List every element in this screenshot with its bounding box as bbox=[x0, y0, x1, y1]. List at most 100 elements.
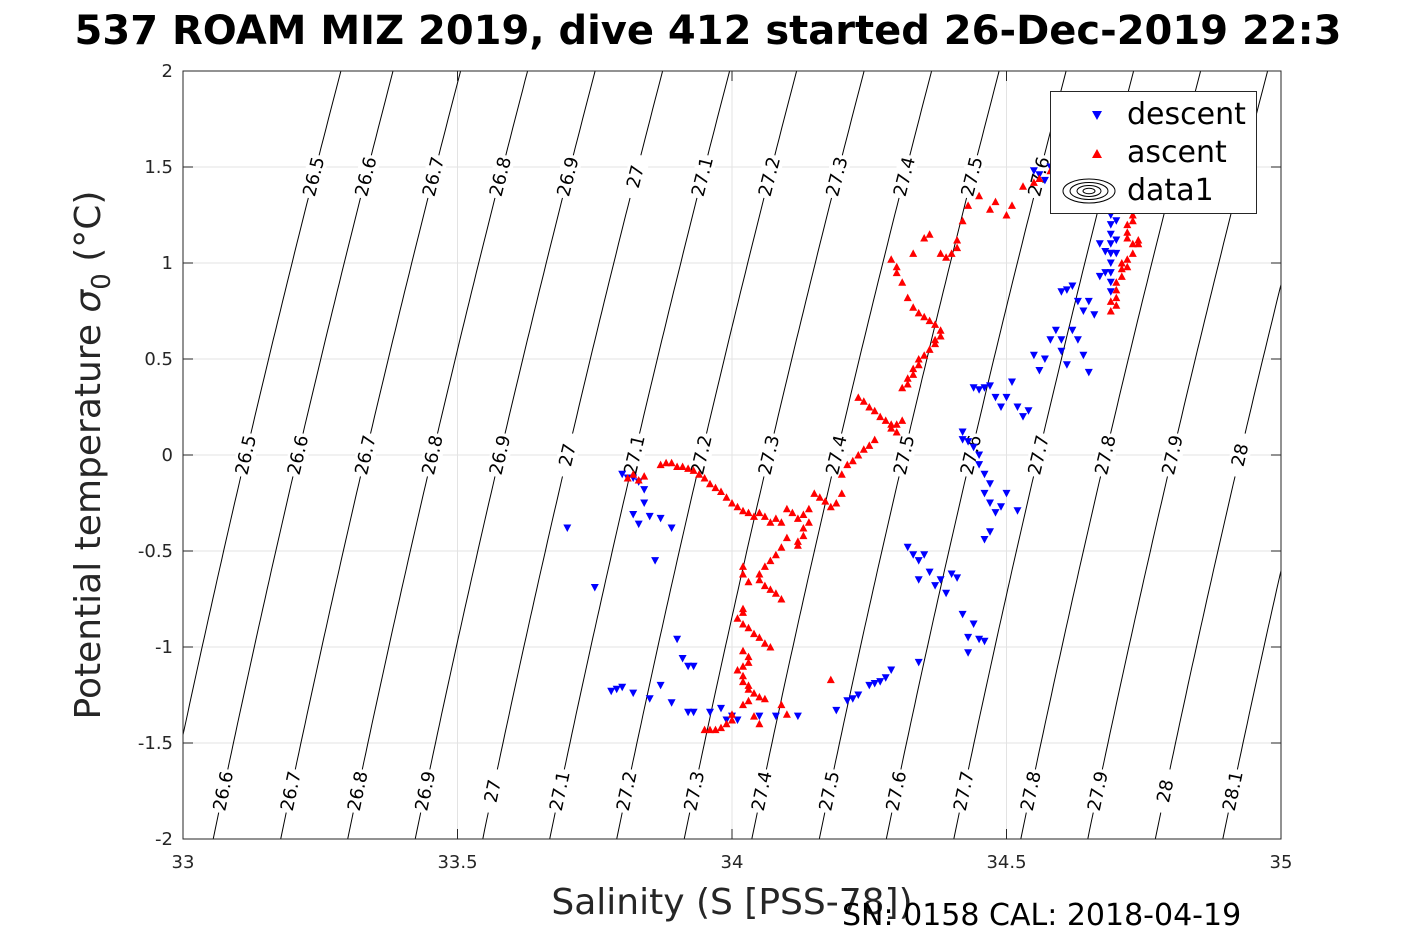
ascent-point bbox=[1112, 278, 1121, 286]
ascent-point bbox=[914, 308, 923, 317]
contour-label: 27.3 bbox=[680, 769, 709, 813]
ascent-point bbox=[1128, 249, 1137, 257]
descent-point bbox=[1112, 236, 1121, 244]
ascent-point bbox=[760, 694, 769, 703]
ascent-point bbox=[711, 725, 720, 734]
ascent-point bbox=[870, 406, 879, 415]
ascent-point bbox=[991, 197, 1000, 206]
contour-label-bg bbox=[485, 431, 515, 479]
contour-label-group: 26.7 bbox=[350, 431, 381, 479]
contour-label: 27.5 bbox=[815, 769, 844, 813]
ascent-point bbox=[1117, 259, 1126, 267]
descent-point bbox=[1057, 336, 1066, 344]
descent-point bbox=[958, 610, 967, 619]
ascent-point bbox=[771, 589, 780, 597]
contour-label: 26.8 bbox=[344, 769, 373, 813]
y-tick-label: 2 bbox=[162, 61, 173, 82]
contour-label: 27.7 bbox=[1024, 433, 1054, 477]
contour-label: 26.9 bbox=[411, 769, 440, 813]
contour-label-group: 27.4 bbox=[889, 152, 920, 201]
contour-label-group: 27.9 bbox=[1083, 767, 1113, 815]
ascent-point bbox=[1128, 211, 1137, 219]
contour-label: 26.6 bbox=[209, 769, 238, 813]
ascent-point bbox=[755, 508, 764, 517]
contour-label: 28 bbox=[1153, 778, 1178, 805]
ascent-point bbox=[909, 370, 918, 378]
y-axis-label-unit: (°C) bbox=[68, 191, 109, 274]
ascent-point bbox=[662, 458, 671, 467]
descent-point bbox=[640, 499, 649, 507]
ascent-point bbox=[760, 639, 769, 647]
descent-point bbox=[645, 695, 654, 703]
contour-label-group: 27.9 bbox=[1157, 431, 1188, 479]
ascent-point bbox=[1134, 236, 1143, 244]
contour-label-bg bbox=[747, 767, 777, 815]
ascent-point bbox=[892, 262, 901, 271]
legend-item-ascent: ascent bbox=[1051, 134, 1256, 172]
descent-point bbox=[1029, 167, 1038, 175]
contour-label-bg bbox=[620, 152, 651, 201]
ascent-point bbox=[793, 537, 802, 545]
ascent-point bbox=[739, 620, 747, 628]
descent-point bbox=[953, 574, 962, 582]
descent-point bbox=[1079, 307, 1088, 315]
contour-icon bbox=[1062, 178, 1116, 204]
ascent-point bbox=[739, 700, 747, 709]
ascent-point bbox=[623, 474, 632, 482]
ascent-point bbox=[914, 355, 923, 363]
descent-point bbox=[1106, 259, 1115, 267]
legend-item-descent: descent bbox=[1051, 96, 1256, 134]
ascent-point bbox=[1117, 264, 1126, 273]
ascent-point bbox=[750, 629, 758, 638]
ascent-point bbox=[706, 725, 714, 734]
descent-point bbox=[832, 706, 841, 715]
contour-label-bg bbox=[418, 152, 449, 201]
ascent-point bbox=[909, 303, 918, 311]
ascent-point bbox=[695, 470, 704, 478]
contour-label: 27.9 bbox=[1158, 433, 1188, 477]
contour-label-group: 27.3 bbox=[821, 152, 852, 201]
descent-point bbox=[1106, 230, 1115, 239]
descent-point bbox=[651, 557, 660, 565]
ascent-point bbox=[986, 205, 994, 213]
x-axis-label: Salinity (S [PSS-78]) bbox=[551, 882, 912, 923]
contour-label: 27.9 bbox=[1084, 769, 1113, 813]
descent-point bbox=[975, 386, 984, 394]
ascent-point bbox=[706, 479, 714, 488]
descent-point bbox=[1040, 355, 1049, 363]
descent-point bbox=[986, 480, 994, 488]
descent-point bbox=[947, 570, 956, 578]
descent-point bbox=[1101, 248, 1110, 256]
descent-point bbox=[980, 536, 989, 544]
descent-point bbox=[793, 712, 802, 721]
descent-point bbox=[678, 655, 687, 663]
contour-label-group: 26.8 bbox=[343, 767, 373, 815]
ascent-point bbox=[760, 512, 769, 520]
ascent-point bbox=[892, 420, 901, 428]
descent-point bbox=[854, 691, 863, 699]
contour-label-bg bbox=[889, 431, 919, 479]
contour-label: 27.7 bbox=[950, 769, 979, 813]
contour-label: 26.7 bbox=[419, 155, 449, 199]
contour-label-group: 27.8 bbox=[1090, 431, 1121, 479]
descent-point bbox=[887, 666, 896, 674]
y-tick-label: 0.5 bbox=[144, 349, 173, 370]
descent-point bbox=[1106, 269, 1115, 277]
ascent-point bbox=[887, 420, 896, 428]
descent-point bbox=[975, 451, 984, 459]
ascent-point bbox=[782, 504, 791, 513]
contour-label: 27.8 bbox=[1017, 769, 1046, 813]
ascent-point bbox=[788, 508, 797, 517]
contour-label: 27.6 bbox=[882, 769, 911, 813]
ascent-point bbox=[1112, 301, 1121, 309]
descent-point bbox=[1106, 240, 1115, 248]
contour-label: 27.3 bbox=[755, 433, 785, 477]
contour-label: 28.1 bbox=[1219, 769, 1248, 813]
x-tick-label: 33 bbox=[172, 852, 195, 873]
ascent-point bbox=[881, 416, 890, 424]
ascent-point bbox=[1029, 178, 1038, 186]
ascent-point bbox=[865, 441, 874, 449]
ascent-point bbox=[1019, 182, 1027, 190]
descent-point bbox=[629, 689, 638, 698]
contour-label-group: 27 bbox=[552, 431, 583, 479]
